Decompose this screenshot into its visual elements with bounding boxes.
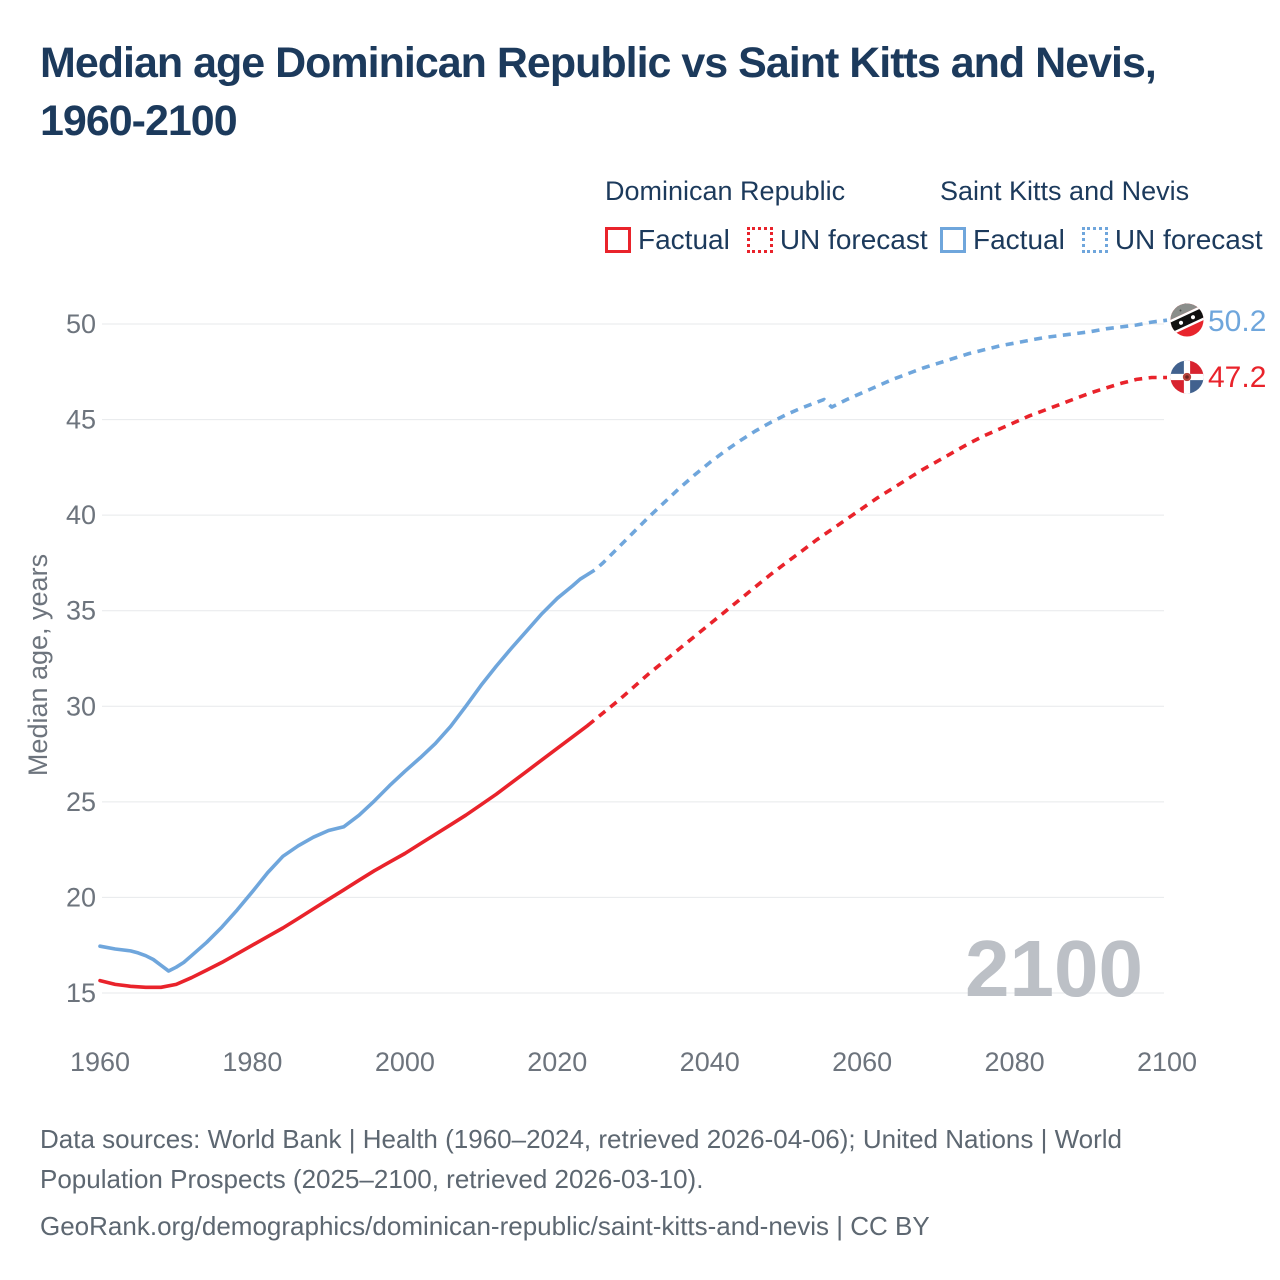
y-tick-label-50: 50: [66, 309, 96, 339]
legend-item-skn-un-forecast[interactable]: UN forecast: [1081, 224, 1263, 256]
end-value-saint-kitts-and-nevis: 50.2: [1208, 305, 1267, 338]
y-tick-label-30: 30: [66, 691, 96, 721]
legend-header-saint-kitts-and-nevis: Saint Kitts and Nevis: [940, 176, 1190, 206]
data-sources-line1: Data sources: World Bank | Health (1960–…: [40, 1124, 1123, 1154]
watermark-year: 2100: [965, 924, 1143, 1013]
y-tick-label-25: 25: [66, 787, 96, 817]
legend-item-label: Factual: [973, 224, 1065, 255]
y-tick-label-20: 20: [66, 882, 96, 912]
x-tick-label-2060: 2060: [832, 1047, 892, 1077]
y-tick-label-45: 45: [66, 405, 96, 435]
x-tick-label-2020: 2020: [527, 1047, 587, 1077]
y-axis-title: Median age, years: [23, 554, 53, 776]
legend-item-label: Factual: [638, 224, 730, 255]
x-tick-label-2000: 2000: [375, 1047, 435, 1077]
skn-forecast-swatch-icon: [1081, 227, 1108, 253]
legend-item-dr-un-forecast[interactable]: UN forecast: [746, 224, 928, 256]
saint-kitts-and-nevis-flag-icon: [1170, 303, 1204, 337]
legend-row-dominican-republic: Factual UN forecast: [605, 224, 928, 256]
legend-group-saint-kitts-and-nevis: Saint Kitts and Nevis Factual UN forecas…: [940, 175, 1263, 256]
series-forecast-dominican-republic: [586, 375, 1167, 727]
x-tick-label-1980: 1980: [222, 1047, 282, 1077]
x-tick-label-2080: 2080: [985, 1047, 1045, 1077]
legend-item-label: UN forecast: [779, 224, 928, 255]
skn-factual-swatch-icon: [940, 227, 966, 253]
legend-row-saint-kitts-and-nevis: Factual UN forecast: [940, 224, 1263, 256]
page-title: Median age Dominican Republic vs Saint K…: [40, 34, 1260, 151]
y-tick-label-15: 15: [66, 978, 96, 1008]
page-title-line1: Median age Dominican Republic vs Saint K…: [40, 39, 1157, 87]
data-sources-note: Data sources: World Bank | Health (1960–…: [40, 1119, 1122, 1246]
series-factual-dominican-republic: [98, 723, 590, 990]
dr-forecast-swatch-icon: [746, 227, 773, 253]
y-tick-label-40: 40: [66, 500, 96, 530]
attribution-url: GeoRank.org/demographics/dominican-repub…: [40, 1211, 930, 1241]
series-factual-saint-kitts-and-nevis: [98, 572, 590, 973]
series-forecast-saint-kitts-and-nevis: [586, 318, 1168, 576]
legend-group-dominican-republic: Dominican Republic Factual UN forecast: [605, 175, 928, 256]
x-tick-label-2100: 2100: [1137, 1047, 1197, 1077]
dr-factual-swatch-icon: [605, 227, 631, 253]
legend-header-dominican-republic: Dominican Republic: [605, 176, 846, 206]
end-value-dominican-republic: 47.2: [1208, 361, 1267, 394]
x-tick-label-1960: 1960: [70, 1047, 130, 1077]
x-tick-label-2040: 2040: [680, 1047, 740, 1077]
legend-item-skn-factual[interactable]: Factual: [940, 224, 1065, 256]
y-tick-label-35: 35: [66, 596, 96, 626]
legend-item-dr-factual[interactable]: Factual: [605, 224, 730, 256]
data-sources-line2: Population Prospects (2025–2100, retriev…: [40, 1164, 704, 1194]
dominican-republic-flag-icon: [1170, 360, 1204, 394]
page-title-line2: 1960-2100: [40, 97, 238, 146]
legend-item-label: UN forecast: [1114, 224, 1263, 255]
